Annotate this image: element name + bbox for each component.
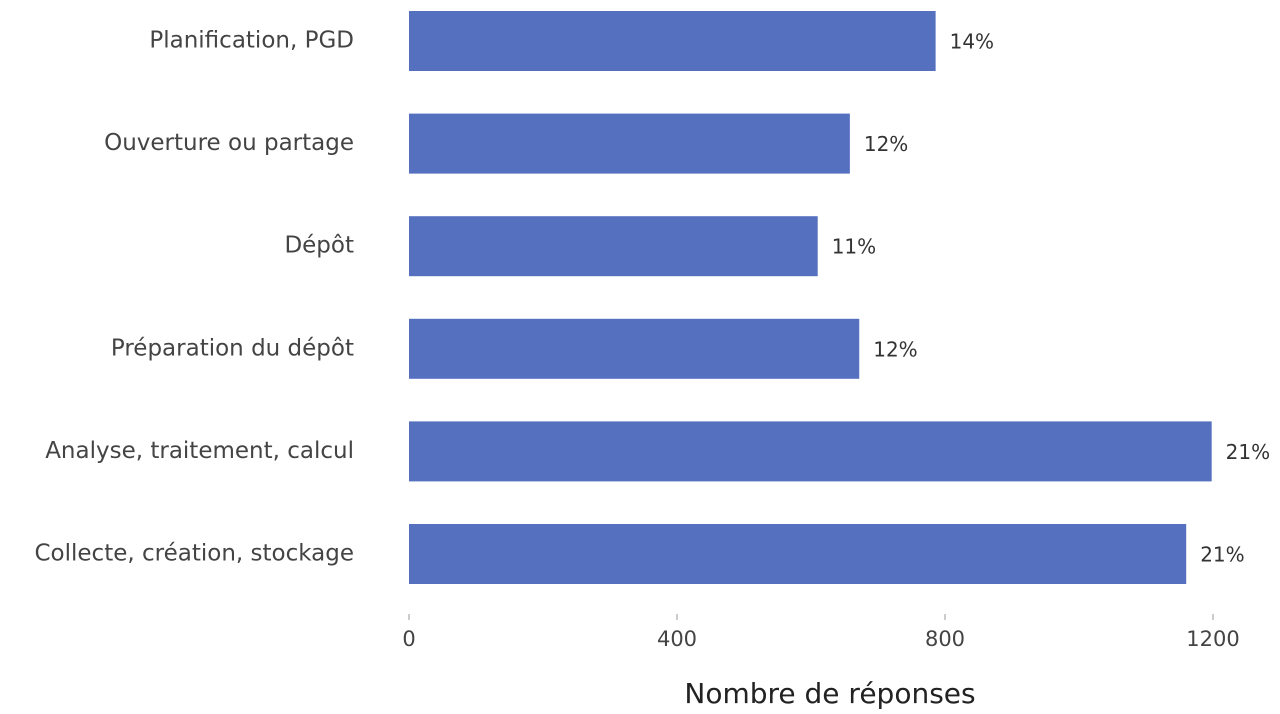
- x-tick-label: 400: [657, 627, 697, 651]
- y-tick-label: Analyse, traitement, calcul: [45, 438, 354, 464]
- bar-share-label: 12%: [864, 132, 908, 156]
- bar: [409, 216, 818, 277]
- x-tick-label: 800: [925, 627, 965, 651]
- x-axis-title: Nombre de réponses: [684, 677, 975, 710]
- bar: [409, 421, 1212, 482]
- bar: [409, 524, 1187, 584]
- bar: [409, 318, 860, 379]
- x-tick-label: 0: [402, 627, 415, 651]
- y-tick-label: Ouverture ou partage: [104, 130, 354, 156]
- bar-share-label: 12%: [873, 337, 917, 361]
- bar-share-label: 11%: [832, 235, 876, 259]
- bar-share-label: 21%: [1226, 440, 1270, 464]
- bar-share-label: 14%: [950, 30, 994, 54]
- bar: [409, 113, 850, 174]
- bar: [409, 11, 936, 71]
- x-tick-label: 1200: [1186, 627, 1239, 651]
- y-tick-label: Dépôt: [284, 233, 354, 259]
- y-tick-label: Planification, PGD: [149, 28, 354, 54]
- y-tick-label: Collecte, création, stockage: [35, 541, 355, 567]
- y-tick-label: Préparation du dépôt: [111, 335, 354, 361]
- bar-share-label: 21%: [1200, 543, 1244, 567]
